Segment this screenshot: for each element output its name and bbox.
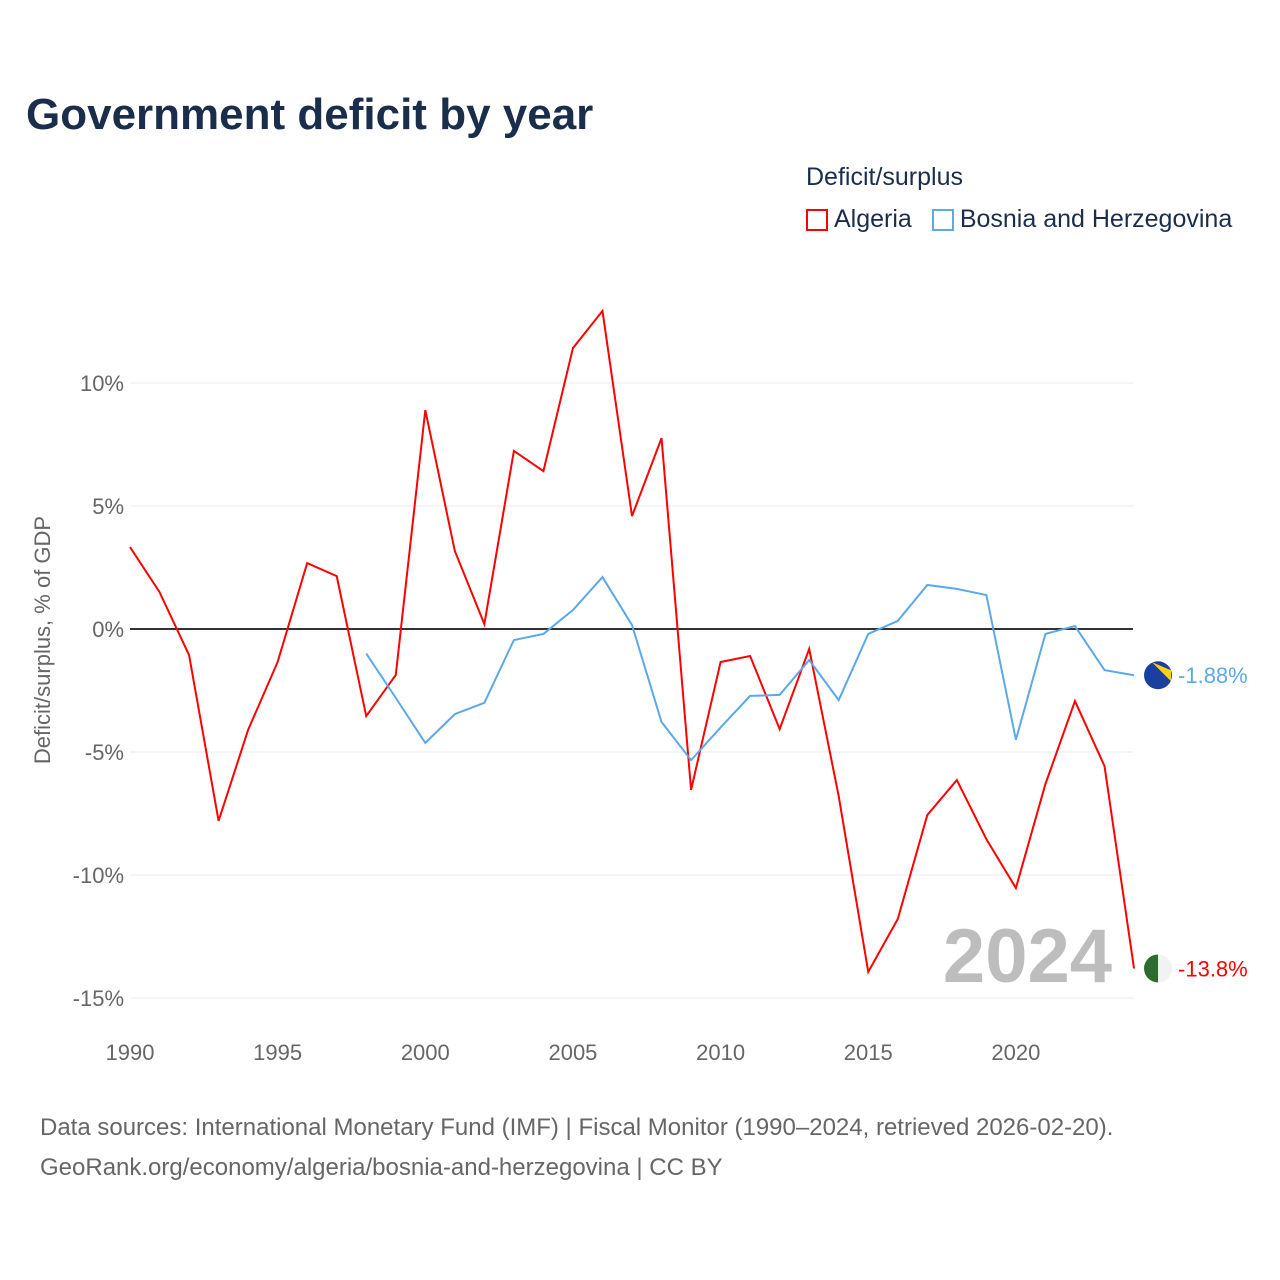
legend-item-bosnia[interactable]: Bosnia and Herzegovina (931, 205, 1233, 234)
x-tick-label: 2020 (991, 1040, 1040, 1065)
footer: Data sources: International Monetary Fun… (40, 1108, 1113, 1188)
x-tick-label: 1990 (106, 1040, 155, 1065)
end-value-label: -13.8% (1178, 956, 1248, 981)
chart-title: Government deficit by year (26, 90, 594, 139)
footer-sources: Data sources: International Monetary Fun… (40, 1114, 1114, 1141)
series-line-bosnia (365, 575, 1135, 762)
legend-title: Deficit/surplus (806, 163, 963, 191)
legend-label: Bosnia and Herzegovina (959, 205, 1233, 233)
footer-link[interactable]: GeoRank.org/economy/algeria/bosnia-and-h… (40, 1154, 723, 1181)
y-tick-label: -5% (85, 740, 124, 765)
y-tick-label: 0% (92, 617, 124, 642)
legend-label: Algeria (834, 205, 912, 233)
x-tick-label: 1995 (253, 1040, 302, 1065)
legend: Algeria Bosnia and Herzegovina (806, 205, 1244, 234)
x-tick-label: 2010 (696, 1040, 745, 1065)
legend-swatch (806, 208, 828, 231)
x-tick-label: 2015 (844, 1040, 893, 1065)
y-tick-label: 10% (80, 371, 124, 396)
x-tick-label: 2005 (548, 1040, 597, 1065)
year-watermark: 2024 (943, 914, 1112, 999)
y-tick-label: -10% (73, 863, 124, 888)
x-tick-label: 2000 (401, 1040, 450, 1065)
y-tick-label: -15% (73, 986, 124, 1011)
series-line-algeria (129, 308, 1136, 975)
end-value-label: -1.88% (1178, 663, 1248, 688)
legend-swatch (931, 208, 954, 231)
algeria-flag-icon (1144, 954, 1173, 983)
bosnia-flag-icon (1144, 661, 1173, 690)
y-axis-label: Deficit/surplus, % of GDP (30, 516, 55, 764)
y-tick-label: 5% (92, 494, 124, 519)
legend-item-algeria[interactable]: Algeria (806, 205, 912, 234)
